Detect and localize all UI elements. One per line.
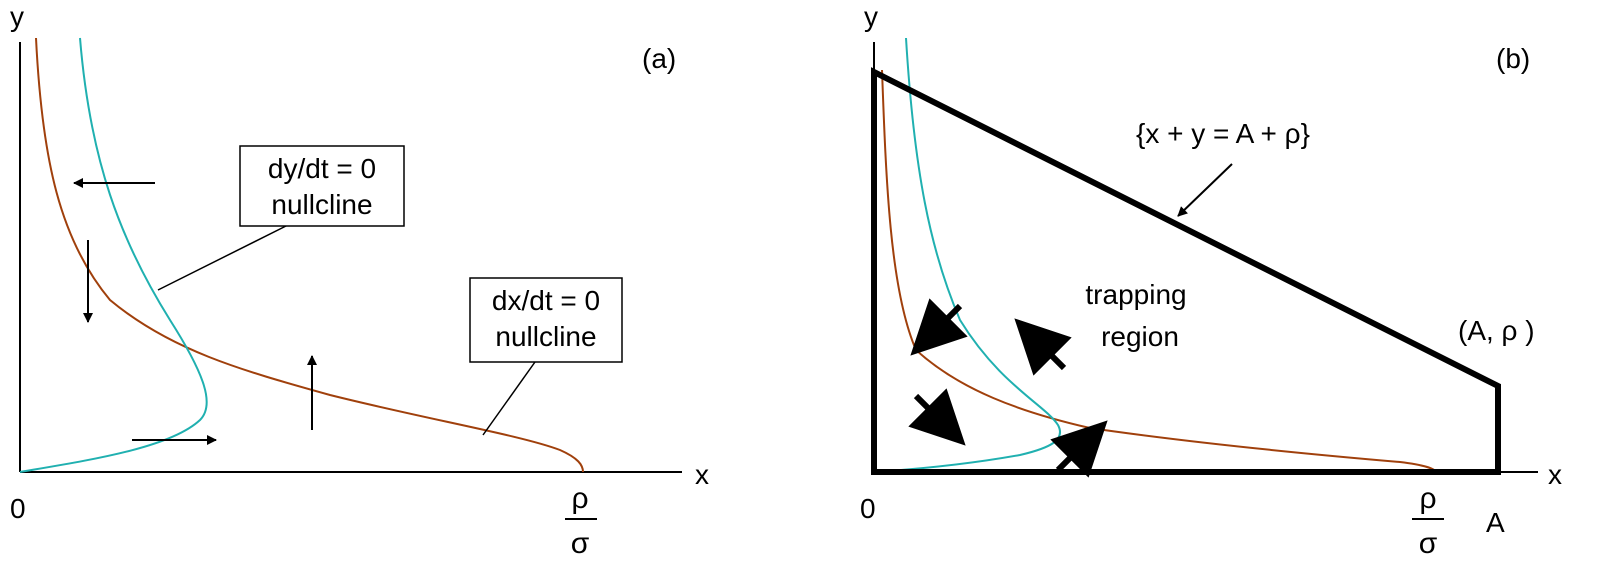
panel-b-origin: 0 bbox=[860, 493, 876, 524]
panel-a-xtick-denominator: σ bbox=[571, 527, 590, 560]
panel-b-dy-nullcline bbox=[873, 37, 1061, 473]
panel-b-arrow-2 bbox=[1014, 318, 1072, 376]
trapping-region-boundary bbox=[871, 67, 1501, 475]
panel-a-label: (a) bbox=[642, 43, 676, 74]
panel-b-corner-label: (A, ρ ) bbox=[1458, 315, 1535, 346]
panel-b-xtick-denominator: σ bbox=[1419, 527, 1438, 560]
panel-a-dy-box-line2: nullcline bbox=[271, 189, 372, 220]
panel-a-dy-nullcline bbox=[19, 37, 208, 473]
panel-b-xtick-numerator: ρ bbox=[1419, 482, 1436, 515]
panel-a: y x 0 (a) ρ σ dy/dt = 0 nullcline dx/dt … bbox=[10, 1, 709, 560]
panel-b-y-label: y bbox=[864, 1, 878, 32]
panel-a-dy-box bbox=[239, 145, 405, 227]
panel-a-dx-nullcline bbox=[35, 37, 584, 473]
panel-a-dx-box bbox=[469, 277, 623, 363]
panel-a-y-label: y bbox=[10, 1, 24, 32]
panel-b-arrow-4 bbox=[1050, 420, 1108, 478]
panel-a-xtick-numerator: ρ bbox=[571, 482, 588, 515]
panel-b: y x 0 (b) ρ σ A {x + y = A + ρ} trapping… bbox=[860, 1, 1562, 560]
panel-b-label: (b) bbox=[1496, 43, 1530, 74]
panel-b-line-callout-arrow bbox=[1177, 163, 1233, 217]
panel-a-dx-callout bbox=[482, 361, 536, 436]
panel-a-dy-callout bbox=[157, 224, 289, 291]
panel-a-origin: 0 bbox=[10, 493, 26, 524]
panel-a-x-label: x bbox=[695, 459, 709, 490]
trapping-region-label-line2: region bbox=[1101, 321, 1179, 352]
panel-a-dx-box-line1: dx/dt = 0 bbox=[492, 285, 600, 316]
trapping-region-label-line1: trapping bbox=[1085, 279, 1186, 310]
panel-b-x-label: x bbox=[1548, 459, 1562, 490]
panel-b-arrow-1 bbox=[910, 298, 968, 356]
panel-b-line-label: {x + y = A + ρ} bbox=[1136, 118, 1310, 149]
panel-a-dy-box-line1: dy/dt = 0 bbox=[268, 153, 376, 184]
panel-a-dx-box-line2: nullcline bbox=[495, 321, 596, 352]
panel-b-arrow-3 bbox=[908, 388, 966, 446]
panel-b-xtick-A: A bbox=[1486, 507, 1505, 538]
